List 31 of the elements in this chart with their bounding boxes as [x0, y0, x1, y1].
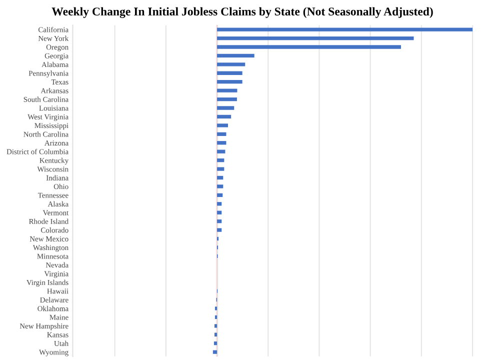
bar: [217, 150, 226, 154]
bar: [217, 114, 232, 119]
bar: [217, 167, 224, 171]
bar: [217, 176, 224, 180]
bar: [217, 158, 224, 162]
bar: [214, 324, 218, 328]
bar: [217, 106, 234, 110]
bar: [217, 71, 242, 75]
bar: [217, 193, 223, 197]
bar: [214, 315, 218, 320]
bar: [214, 332, 218, 336]
bar: [212, 350, 218, 354]
bar: [217, 184, 224, 188]
bar: [217, 62, 246, 66]
chart-title: Weekly Change In Initial Jobless Claims by State (Not Seasonally Adjusted): [52, 7, 433, 18]
bar: [217, 80, 242, 84]
bar: [214, 306, 218, 310]
bar: [217, 132, 226, 136]
bar: [214, 341, 218, 346]
bar: [217, 28, 473, 32]
bar: [217, 36, 414, 40]
bar: [217, 88, 238, 92]
bar: [217, 45, 401, 49]
bar: [217, 97, 237, 102]
bar: [217, 219, 222, 224]
bar: [217, 228, 222, 232]
bar: [217, 54, 254, 58]
bar: [217, 210, 222, 214]
bar: [217, 202, 222, 206]
bar: [217, 141, 226, 145]
bar: [217, 124, 228, 128]
